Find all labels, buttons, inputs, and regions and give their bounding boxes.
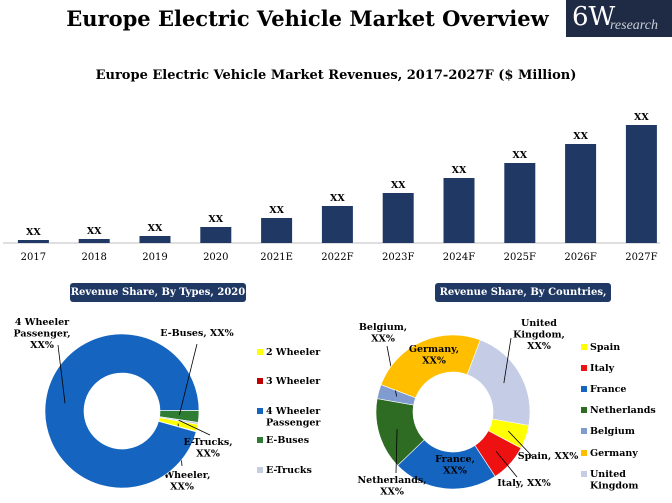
logo-subtext: research (610, 18, 658, 33)
legend-label: Italy (590, 363, 615, 374)
x-tick-label: 2020 (203, 252, 228, 263)
slice-united-kingdom (466, 339, 531, 426)
leader-line (57, 344, 66, 404)
bar-2019 (139, 236, 171, 243)
legend-swatch (581, 407, 587, 413)
x-tick-label: 2021E (260, 252, 293, 263)
bar-2018 (78, 239, 110, 243)
bar-2024F (443, 178, 475, 243)
leader-line (503, 337, 512, 384)
slice-label: Italy, XX% (497, 478, 551, 489)
x-tick-label: 2017 (21, 252, 46, 263)
types-chart-title: Revenue Share, By Types, 2020 (70, 283, 246, 302)
slice-label: XX% (170, 482, 194, 493)
slice-label: XX% (422, 356, 446, 367)
legend-label: 3 Wheeler (266, 376, 321, 387)
countries-chart-title: Revenue Share, By Countries, 2020 (435, 283, 611, 317)
x-tick-label: 2027F (625, 252, 657, 263)
legend-label: Spain (590, 342, 620, 353)
slice-label: 2 Wheeler, (154, 470, 211, 481)
bar-chart-title: Europe Electric Vehicle Market Revenues,… (95, 68, 577, 83)
bar-2025F (504, 163, 536, 243)
slice-label: XX% (196, 449, 220, 460)
bar-2026F (565, 144, 597, 243)
bar-2022F (321, 206, 353, 243)
logo: 6W research (566, 0, 672, 37)
bar-data-label: XX (573, 131, 588, 142)
slice-label: Belgium, (359, 322, 407, 333)
bar-2027F (625, 125, 657, 243)
slice-label: United (521, 318, 557, 329)
slice-germany (380, 334, 481, 399)
slice-label: 4 Wheeler (15, 317, 70, 328)
bar-2017 (17, 240, 49, 243)
legend-label: France (590, 384, 626, 395)
legend-swatch (581, 386, 587, 392)
legend-label: Netherlands (590, 405, 656, 416)
legend-swatch (581, 344, 587, 350)
legend-swatch (581, 471, 587, 477)
slice-4-wheeler-passenger (44, 333, 200, 489)
slice-label: Germany, (409, 344, 459, 355)
bar-data-label: XX (330, 193, 345, 204)
bar-data-label: XX (452, 165, 467, 176)
bar-data-label: XX (208, 214, 223, 225)
legend-label: United (590, 469, 626, 480)
legend-label: 2 Wheeler (266, 347, 321, 358)
x-tick-label: 2026F (564, 252, 596, 263)
bar-data-label: XX (26, 227, 41, 238)
leader-line (495, 451, 518, 478)
x-tick-label: 2024F (443, 252, 475, 263)
bar-2021E (261, 218, 293, 243)
slice-label: E-Trucks, (183, 437, 232, 448)
legend-swatch (257, 378, 263, 384)
slice-label: XX% (30, 340, 54, 351)
legend-label: E-Trucks (266, 465, 312, 476)
bar-2023F (382, 193, 414, 243)
bar-data-label: XX (391, 180, 406, 191)
legend-swatch (581, 365, 587, 371)
legend-swatch (257, 467, 263, 473)
slice-label: Passenger, (14, 329, 71, 340)
leader-line (395, 429, 398, 474)
legend-swatch (581, 450, 587, 456)
legend-label: 4 Wheeler (266, 406, 321, 417)
slice-label: Spain, XX% (518, 451, 579, 462)
slice-label: E-Buses, XX% (160, 328, 233, 339)
bar-data-label: XX (148, 223, 163, 234)
slice-label: XX% (371, 334, 395, 345)
legend-label: Passenger (266, 418, 321, 429)
x-tick-label: 2022F (321, 252, 353, 263)
x-tick-label: 2023F (382, 252, 414, 263)
leader-line (178, 343, 198, 416)
x-tick-label: 2025F (504, 252, 536, 263)
slice-label: XX% (443, 466, 467, 477)
leader-line (508, 430, 533, 457)
bar-data-label: XX (512, 150, 527, 161)
page-title: Europe Electric Vehicle Market Overview (66, 6, 549, 31)
legend-label: Kingdom (590, 481, 638, 492)
slice-label: Kingdom, (513, 330, 565, 341)
x-tick-label: 2018 (81, 252, 106, 263)
slice-label: France, (435, 454, 475, 465)
slice-label: Netherlands, (357, 475, 426, 486)
bar-2020 (200, 227, 232, 243)
legend-label: Germany (590, 448, 638, 459)
bar-data-label: XX (87, 226, 102, 237)
legend-swatch (257, 408, 263, 414)
legend-label: E-Buses (266, 435, 309, 446)
slice-label: XX% (380, 487, 404, 498)
leader-line (178, 419, 211, 436)
legend-swatch (257, 437, 263, 443)
legend-swatch (581, 428, 587, 434)
logo-text: 6W (572, 2, 616, 32)
slice-label: XX% (527, 341, 551, 352)
bar-data-label: XX (269, 205, 284, 216)
x-tick-label: 2019 (142, 252, 167, 263)
bar-data-label: XX (634, 112, 649, 123)
legend-label: Belgium (590, 426, 635, 437)
legend-swatch (257, 349, 263, 355)
